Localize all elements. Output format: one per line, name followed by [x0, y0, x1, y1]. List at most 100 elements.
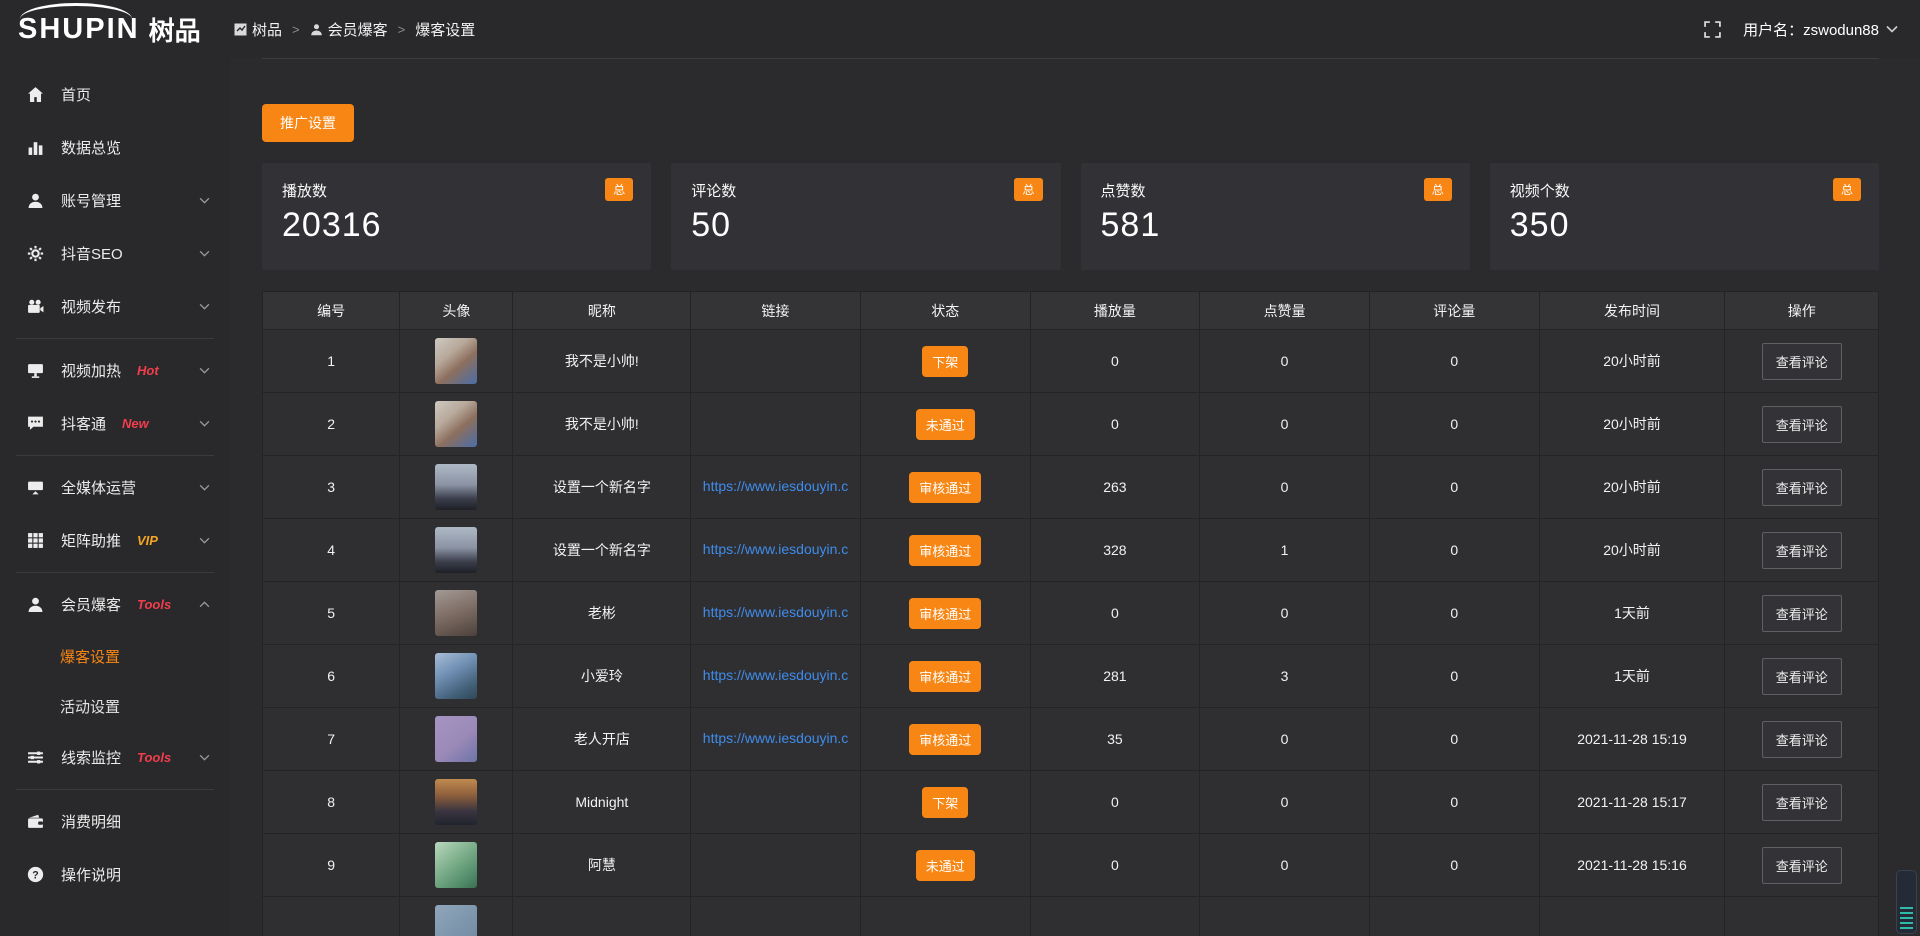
stat-label: 评论数	[691, 183, 737, 200]
chevron-down-icon	[199, 367, 210, 374]
total-badge: 总	[1832, 178, 1861, 201]
stat-value: 350	[1509, 206, 1570, 244]
stat-label: 点赞数	[1100, 183, 1146, 200]
promotion-settings-button[interactable]: 推广设置	[262, 104, 354, 142]
stat-value: 50	[691, 206, 732, 244]
cell-id: 7	[261, 707, 401, 771]
cell-avatar	[399, 392, 514, 456]
chevron-down-icon	[199, 420, 210, 427]
sidebar-item-data-overview[interactable]: 数据总览	[0, 121, 230, 174]
widget-stripes-icon	[1900, 907, 1913, 929]
cell-nickname: 我不是小帅!	[512, 329, 692, 393]
breadcrumb-item-member[interactable]: 会员爆客	[310, 19, 388, 40]
cell-publish-time: 2021-11-28 15:16	[1538, 833, 1726, 897]
sidebar-divider	[16, 789, 214, 790]
username-dropdown[interactable]: 用户名：zswodun88	[1743, 19, 1898, 40]
cell-likes: 0	[1199, 707, 1370, 771]
cell-avatar	[399, 707, 514, 771]
cell-avatar	[399, 770, 514, 834]
svg-text:?: ?	[32, 869, 38, 881]
sidebar-item-media-operations[interactable]: 全媒体运营	[0, 461, 230, 514]
video-link[interactable]: https://www.iesdouyin.c	[702, 603, 849, 620]
cell-link	[690, 833, 861, 897]
cell-plays	[1029, 896, 1201, 936]
video-link[interactable]: https://www.iesdouyin.c	[702, 666, 849, 683]
column-header-likes: 点赞量	[1199, 291, 1370, 330]
total-badge: 总	[1423, 178, 1452, 201]
table-row: 1 我不是小帅! 下架 0 0 0 20小时前 查看评论	[261, 329, 1879, 393]
cell-plays: 35	[1029, 707, 1201, 771]
question-circle-icon: ?	[26, 866, 44, 883]
avatar	[435, 842, 478, 888]
sidebar-item-matrix-boost[interactable]: 矩阵助推 VIP	[0, 514, 230, 567]
username-label: 用户名：zswodun88	[1743, 21, 1879, 39]
video-link[interactable]: https://www.iesdouyin.c	[702, 729, 849, 746]
view-comments-button[interactable]: 查看评论	[1761, 342, 1842, 380]
view-comments-button[interactable]: 查看评论	[1761, 657, 1842, 695]
user-icon	[26, 192, 44, 209]
avatar	[435, 716, 478, 762]
view-comments-button[interactable]: 查看评论	[1761, 531, 1842, 569]
view-comments-button[interactable]: 查看评论	[1761, 468, 1842, 506]
view-comments-button[interactable]: 查看评论	[1761, 720, 1842, 758]
cell-actions: 查看评论	[1724, 707, 1879, 771]
chevron-down-icon	[199, 197, 210, 204]
floating-scroll-widget[interactable]	[1896, 870, 1917, 934]
cell-nickname	[512, 896, 692, 936]
view-comments-button[interactable]: 查看评论	[1761, 405, 1842, 443]
cell-comments: 0	[1368, 392, 1540, 456]
column-header-avatar: 头像	[399, 291, 514, 330]
video-link[interactable]: https://www.iesdouyin.c	[702, 540, 849, 557]
view-comments-button[interactable]: 查看评论	[1761, 783, 1842, 821]
sidebar-subitem-baoke-settings[interactable]: 爆客设置	[60, 648, 121, 666]
fullscreen-icon[interactable]	[1704, 20, 1721, 38]
cell-avatar	[399, 896, 514, 936]
sidebar-item-douyin-seo[interactable]: 抖音SEO	[0, 227, 230, 280]
stat-card-likes: 点赞数 581 总	[1080, 163, 1470, 270]
cell-publish-time: 2021-11-28 15:19	[1538, 707, 1726, 771]
video-link[interactable]: https://www.iesdouyin.c	[702, 477, 849, 494]
cell-link	[690, 329, 861, 393]
cell-status: 审核通过	[859, 644, 1031, 708]
cell-actions: 查看评论	[1724, 455, 1879, 519]
sidebar-item-video-publish[interactable]: 视频发布	[0, 280, 230, 333]
user-icon	[310, 23, 323, 36]
sidebar-item-douketong[interactable]: 抖客通 New	[0, 397, 230, 450]
sidebar-item-consumption-details[interactable]: 消费明细	[0, 795, 230, 848]
sidebar-item-account-management[interactable]: 账号管理	[0, 174, 230, 227]
table-row: 3 设置一个新名字 https://www.iesdouyin.c 审核通过 2…	[261, 455, 1879, 519]
cell-publish-time: 1天前	[1538, 644, 1726, 708]
cell-actions: 查看评论	[1724, 581, 1879, 645]
cell-avatar	[399, 329, 514, 393]
sidebar-item-operation-guide[interactable]: ? 操作说明	[0, 848, 230, 901]
cell-actions: 查看评论	[1724, 644, 1879, 708]
cell-comments: 0	[1368, 518, 1540, 582]
sidebar-item-home[interactable]: 首页	[0, 68, 230, 121]
cell-plays: 281	[1029, 644, 1201, 708]
view-comments-button[interactable]: 查看评论	[1761, 846, 1842, 884]
topbar: SHUPIN 树品 树品 > 会员爆客 > 爆客设置 用户名：zswodun88	[0, 0, 1920, 58]
view-comments-button[interactable]: 查看评论	[1761, 594, 1842, 632]
cell-nickname: 设置一个新名字	[512, 518, 692, 582]
cell-plays: 0	[1029, 581, 1201, 645]
cell-likes: 0	[1199, 581, 1370, 645]
cell-nickname: 阿慧	[512, 833, 692, 897]
cell-link: https://www.iesdouyin.c	[690, 644, 861, 708]
cell-likes: 1	[1199, 518, 1370, 582]
sidebar-item-clue-monitor[interactable]: 线索监控 Tools	[0, 731, 230, 784]
cell-likes	[1199, 896, 1370, 936]
sidebar-item-video-heat[interactable]: 视频加热 Hot	[0, 344, 230, 397]
header-divider	[262, 58, 1879, 59]
cell-comments: 0	[1368, 329, 1540, 393]
new-badge: New	[122, 416, 149, 431]
breadcrumb-item-home[interactable]: 树品	[234, 19, 282, 40]
video-camera-icon	[26, 298, 44, 315]
display-icon	[26, 362, 44, 379]
vip-badge: VIP	[137, 533, 158, 548]
sidebar-divider	[16, 572, 214, 573]
sidebar-subitem-activity-settings[interactable]: 活动设置	[60, 698, 121, 716]
cell-id: 9	[261, 833, 401, 897]
cell-nickname: 老人开店	[512, 707, 692, 771]
cell-plays: 0	[1029, 329, 1201, 393]
sidebar-item-member-baoke[interactable]: 会员爆客 Tools	[0, 578, 230, 631]
